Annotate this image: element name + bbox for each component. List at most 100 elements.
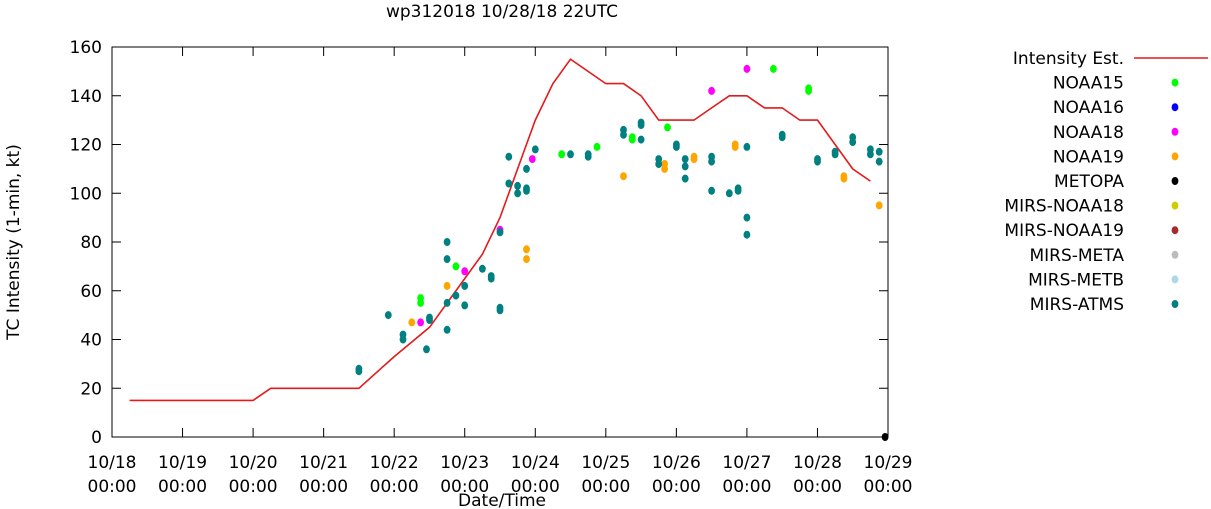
- legend: Intensity Est. NOAA15 NOAA16 NOAA18 NOAA19 ME…: [1004, 49, 1208, 315]
- x-tick-label-time: 00:00: [440, 477, 489, 497]
- data-point-noaa15: [417, 298, 424, 307]
- y-tick-label: 40: [80, 331, 102, 351]
- data-point-mirs-atms: [681, 155, 689, 164]
- y-tick-label: 60: [80, 282, 102, 302]
- data-point-mirs-atms: [875, 147, 883, 156]
- data-point-mirs-atms: [531, 145, 539, 154]
- legend-label-noaa15: NOAA15: [1053, 74, 1124, 94]
- y-tick-label: 100: [70, 184, 102, 204]
- data-point-mirs-atms: [505, 152, 513, 161]
- data-point-noaa19: [840, 174, 848, 183]
- legend-swatch-mirs-noaa19: [1171, 226, 1179, 235]
- legend-swatch-mirs-meta: [1171, 250, 1179, 259]
- data-point-mirs-atms: [875, 157, 883, 166]
- legend-label-mirs-atms: MIRS-ATMS: [1030, 295, 1124, 315]
- legend-swatch-noaa18: [1171, 127, 1179, 136]
- data-point-mirs-atms: [867, 150, 874, 159]
- data-point-mirs-atms: [461, 281, 469, 290]
- data-point-noaa19: [523, 255, 530, 264]
- data-point-mirs-atms: [620, 130, 627, 139]
- legend-label-mirs-meta: MIRS-META: [1029, 246, 1124, 266]
- data-point-noaa19: [408, 318, 416, 327]
- legend-swatch-noaa15: [1171, 78, 1179, 87]
- legend-swatch-mirs-metb: [1171, 275, 1179, 284]
- x-tick-label-date: 10/19: [158, 453, 207, 473]
- data-point-noaa18: [528, 155, 536, 164]
- legend-label-metopa: METOPA: [1054, 172, 1124, 192]
- data-point-mirs-atms: [443, 238, 451, 246]
- x-tick-label-time: 00:00: [581, 477, 630, 497]
- data-point-noaa15: [664, 123, 671, 132]
- x-tick-label-time: 00:00: [511, 477, 560, 497]
- data-point-mirs-atms: [681, 174, 689, 183]
- data-point-mirs-atms: [778, 133, 786, 142]
- x-tick-label-date: 10/22: [370, 453, 419, 473]
- data-point-noaa15: [452, 262, 460, 271]
- data-point-mirs-atms: [461, 301, 469, 310]
- data-point-noaa18: [743, 64, 751, 73]
- data-point-noaa19: [661, 164, 668, 173]
- x-tick-label-date: 10/18: [88, 453, 137, 473]
- data-point-noaa15: [770, 64, 777, 73]
- legend-label-noaa16: NOAA16: [1053, 98, 1124, 118]
- data-point-mirs-atms: [673, 142, 680, 151]
- data-point-mirs-atms: [831, 147, 839, 156]
- data-point-noaa15: [805, 86, 812, 95]
- data-point-mirs-atms: [384, 311, 392, 320]
- legend-label-noaa18: NOAA18: [1053, 123, 1124, 143]
- y-axis-label: TC Intensity (1-min, kt): [4, 144, 24, 341]
- data-point-noaa19: [523, 245, 530, 254]
- series-line-intensity-est: [129, 58, 871, 402]
- chart-title: wp312018 10/28/18 22UTC: [386, 2, 618, 22]
- data-point-mirs-atms: [355, 367, 363, 376]
- x-axis-label: Date/Time: [458, 491, 546, 509]
- data-point-mirs-atms: [637, 121, 645, 129]
- data-point-noaa19: [690, 155, 698, 164]
- x-tick-label-time: 00:00: [652, 477, 701, 497]
- data-point-mirs-atms: [523, 186, 530, 195]
- data-point-mirs-atms: [708, 186, 715, 195]
- data-point-mirs-atms: [479, 264, 486, 273]
- data-point-mirs-atms: [708, 157, 715, 166]
- data-point-mirs-atms: [637, 135, 645, 144]
- y-tick-label: 140: [70, 87, 102, 107]
- x-tick-label-date: 10/24: [511, 453, 560, 473]
- data-point-mirs-atms: [734, 184, 742, 193]
- data-point-noaa19: [875, 201, 883, 210]
- data-point-noaa18: [461, 267, 469, 276]
- y-tick-label: 0: [91, 428, 102, 448]
- x-tick-label-time: 00:00: [370, 477, 419, 497]
- data-point-noaa15: [628, 135, 636, 144]
- x-tick-label-date: 10/26: [652, 453, 701, 473]
- data-point-mirs-atms: [452, 291, 460, 300]
- data-point-mirs-atms: [567, 150, 574, 159]
- x-tick-label-time: 00:00: [864, 477, 913, 497]
- data-point-noaa19: [443, 281, 451, 290]
- x-tick-label-date: 10/23: [440, 453, 489, 473]
- legend-label-mirs-noaa19: MIRS-NOAA19: [1004, 221, 1124, 241]
- data-point-mirs-atms: [725, 189, 733, 198]
- data-point-noaa18: [417, 318, 424, 327]
- plot-frame: [111, 46, 889, 438]
- legend-swatch-metopa: [1171, 177, 1179, 185]
- y-tick-label: 120: [70, 136, 102, 156]
- plot-area: [129, 58, 889, 441]
- y-tick-label: 160: [70, 38, 102, 58]
- data-point-mirs-atms: [505, 179, 513, 188]
- data-point-mirs-atms: [443, 325, 451, 334]
- x-tick-label-time: 00:00: [229, 477, 278, 497]
- data-point-mirs-atms: [496, 228, 504, 237]
- x-tick-label-time: 00:00: [88, 477, 137, 497]
- data-point-mirs-atms: [849, 133, 857, 142]
- data-point-mirs-atms: [523, 164, 530, 173]
- legend-label-mirs-noaa18: MIRS-NOAA18: [1004, 197, 1124, 217]
- legend-swatch-mirs-noaa18: [1171, 201, 1179, 210]
- x-tick-label-time: 00:00: [158, 477, 207, 497]
- data-point-noaa19: [620, 172, 627, 181]
- data-point-mirs-atms: [443, 255, 451, 264]
- x-tick-label-date: 10/29: [864, 453, 913, 473]
- legend-label-noaa19: NOAA19: [1053, 147, 1124, 167]
- axes: 0 20 40 60 80 100 120 140 160 10/18 00:00 10/19 00:0…: [70, 38, 913, 497]
- x-tick-label-time: 00:00: [722, 477, 771, 497]
